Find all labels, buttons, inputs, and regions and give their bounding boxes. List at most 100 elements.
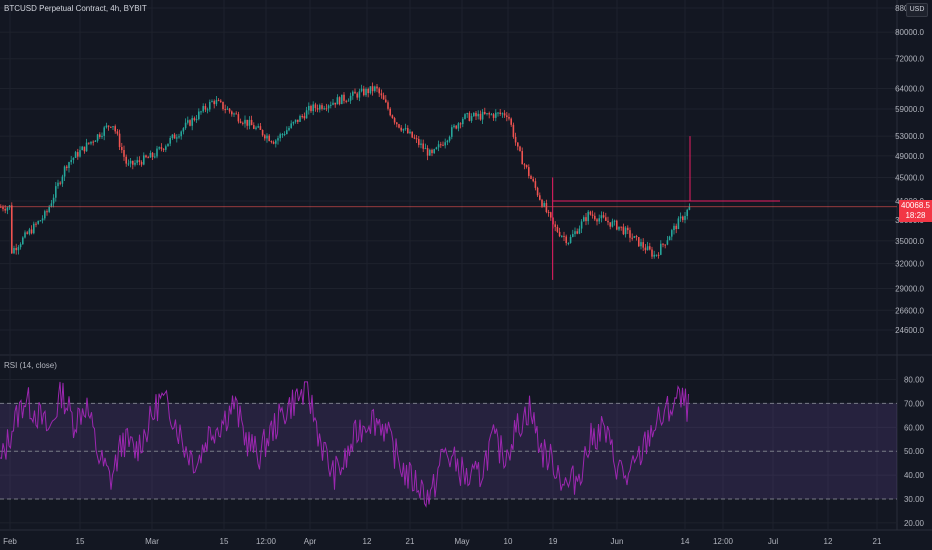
candle-body bbox=[345, 100, 347, 102]
candle-body bbox=[561, 235, 563, 237]
candle-body bbox=[374, 86, 376, 92]
candle-body bbox=[220, 100, 222, 102]
candle-body bbox=[580, 221, 583, 229]
candle-body bbox=[332, 102, 334, 105]
y-tick-label: 29000.0 bbox=[895, 284, 924, 293]
trendline-layer bbox=[0, 136, 897, 280]
candle-body bbox=[74, 152, 77, 158]
rsi-line bbox=[0, 381, 689, 508]
candle-body bbox=[255, 127, 257, 129]
candle-body bbox=[356, 93, 358, 98]
candle-body bbox=[448, 136, 451, 141]
candle-body bbox=[635, 236, 638, 238]
candle-body bbox=[92, 141, 94, 143]
candle-body bbox=[528, 167, 530, 176]
candle-body bbox=[206, 109, 209, 111]
y-tick-label: 32000.0 bbox=[895, 260, 924, 269]
candle-body bbox=[646, 246, 649, 251]
candle-body bbox=[413, 137, 416, 139]
candle-body bbox=[605, 217, 607, 221]
x-tick-label: Jun bbox=[611, 537, 624, 546]
candle-body bbox=[259, 126, 262, 130]
candle-body bbox=[404, 128, 407, 130]
y-tick-label: 59000.0 bbox=[895, 105, 924, 114]
candle-body bbox=[39, 220, 42, 222]
candle-body bbox=[44, 211, 46, 219]
candle-body bbox=[257, 126, 259, 128]
candle-body bbox=[402, 128, 405, 131]
candle-body bbox=[226, 108, 229, 110]
candle-body bbox=[688, 206, 691, 210]
y-tick-label: 72000.0 bbox=[895, 55, 924, 64]
currency-badge[interactable]: USD bbox=[906, 3, 928, 17]
rsi-y-tick-label: 70.00 bbox=[904, 399, 925, 408]
candle-body bbox=[363, 88, 365, 96]
candle-body bbox=[85, 142, 88, 152]
candle-body bbox=[286, 130, 288, 135]
candle-body bbox=[365, 88, 367, 96]
candle-body bbox=[572, 234, 574, 237]
candle-body bbox=[675, 225, 677, 230]
x-tick-label: 21 bbox=[873, 537, 882, 546]
candle-body bbox=[290, 123, 292, 128]
candle-body bbox=[112, 126, 114, 128]
candle-body bbox=[184, 122, 187, 129]
candle-body bbox=[503, 113, 506, 116]
candle-body bbox=[246, 119, 248, 126]
candle-body bbox=[640, 242, 642, 247]
candle-body bbox=[154, 156, 156, 158]
candle-body bbox=[167, 143, 169, 147]
candle-body bbox=[63, 166, 66, 177]
candle-body bbox=[376, 86, 378, 89]
candle-body bbox=[213, 101, 215, 105]
candle-body bbox=[600, 215, 603, 219]
candle-body bbox=[50, 203, 53, 207]
candle-body bbox=[200, 111, 202, 113]
candle-body bbox=[59, 182, 61, 184]
candle-body bbox=[530, 175, 532, 179]
candle-body bbox=[264, 135, 266, 139]
candle-body bbox=[519, 146, 521, 152]
candle-body bbox=[143, 155, 145, 165]
candle-body bbox=[651, 249, 653, 257]
candle-body bbox=[110, 126, 112, 128]
candle-body bbox=[178, 136, 180, 138]
candle-body bbox=[514, 136, 517, 143]
candle-body bbox=[202, 106, 204, 112]
candle-body bbox=[125, 156, 127, 164]
current-price-value: 40068.5 bbox=[901, 201, 930, 210]
candle-body bbox=[107, 125, 110, 127]
candle-body bbox=[341, 94, 343, 105]
candle-body bbox=[431, 149, 433, 154]
candle-body bbox=[629, 230, 631, 238]
candle-body bbox=[330, 104, 332, 106]
candle-body bbox=[138, 160, 141, 162]
candle-body bbox=[598, 218, 600, 222]
candle-body bbox=[129, 160, 132, 164]
candle-body bbox=[162, 148, 165, 150]
candle-body bbox=[6, 207, 9, 211]
y-tick-label: 45000.0 bbox=[895, 173, 924, 182]
candle-body bbox=[310, 106, 312, 112]
candle-body bbox=[46, 211, 48, 213]
candle-body bbox=[591, 214, 594, 216]
candle-body bbox=[664, 244, 666, 246]
candle-body bbox=[389, 108, 391, 116]
candle-body bbox=[316, 108, 319, 110]
candle-body bbox=[171, 134, 174, 138]
candle-body bbox=[292, 121, 295, 124]
candle-body bbox=[495, 112, 497, 118]
candle-body bbox=[160, 147, 163, 149]
candle-body bbox=[655, 254, 658, 256]
candle-body bbox=[644, 247, 647, 251]
candle-body bbox=[237, 114, 240, 122]
candle-body bbox=[114, 126, 116, 132]
candle-body bbox=[653, 254, 655, 257]
rsi-y-tick-label: 30.00 bbox=[904, 495, 925, 504]
candle-body bbox=[622, 226, 625, 235]
candle-body bbox=[81, 146, 83, 151]
candle-body bbox=[279, 134, 281, 139]
candle-body bbox=[248, 119, 251, 126]
candle-body bbox=[147, 157, 149, 159]
candle-body bbox=[429, 149, 431, 156]
